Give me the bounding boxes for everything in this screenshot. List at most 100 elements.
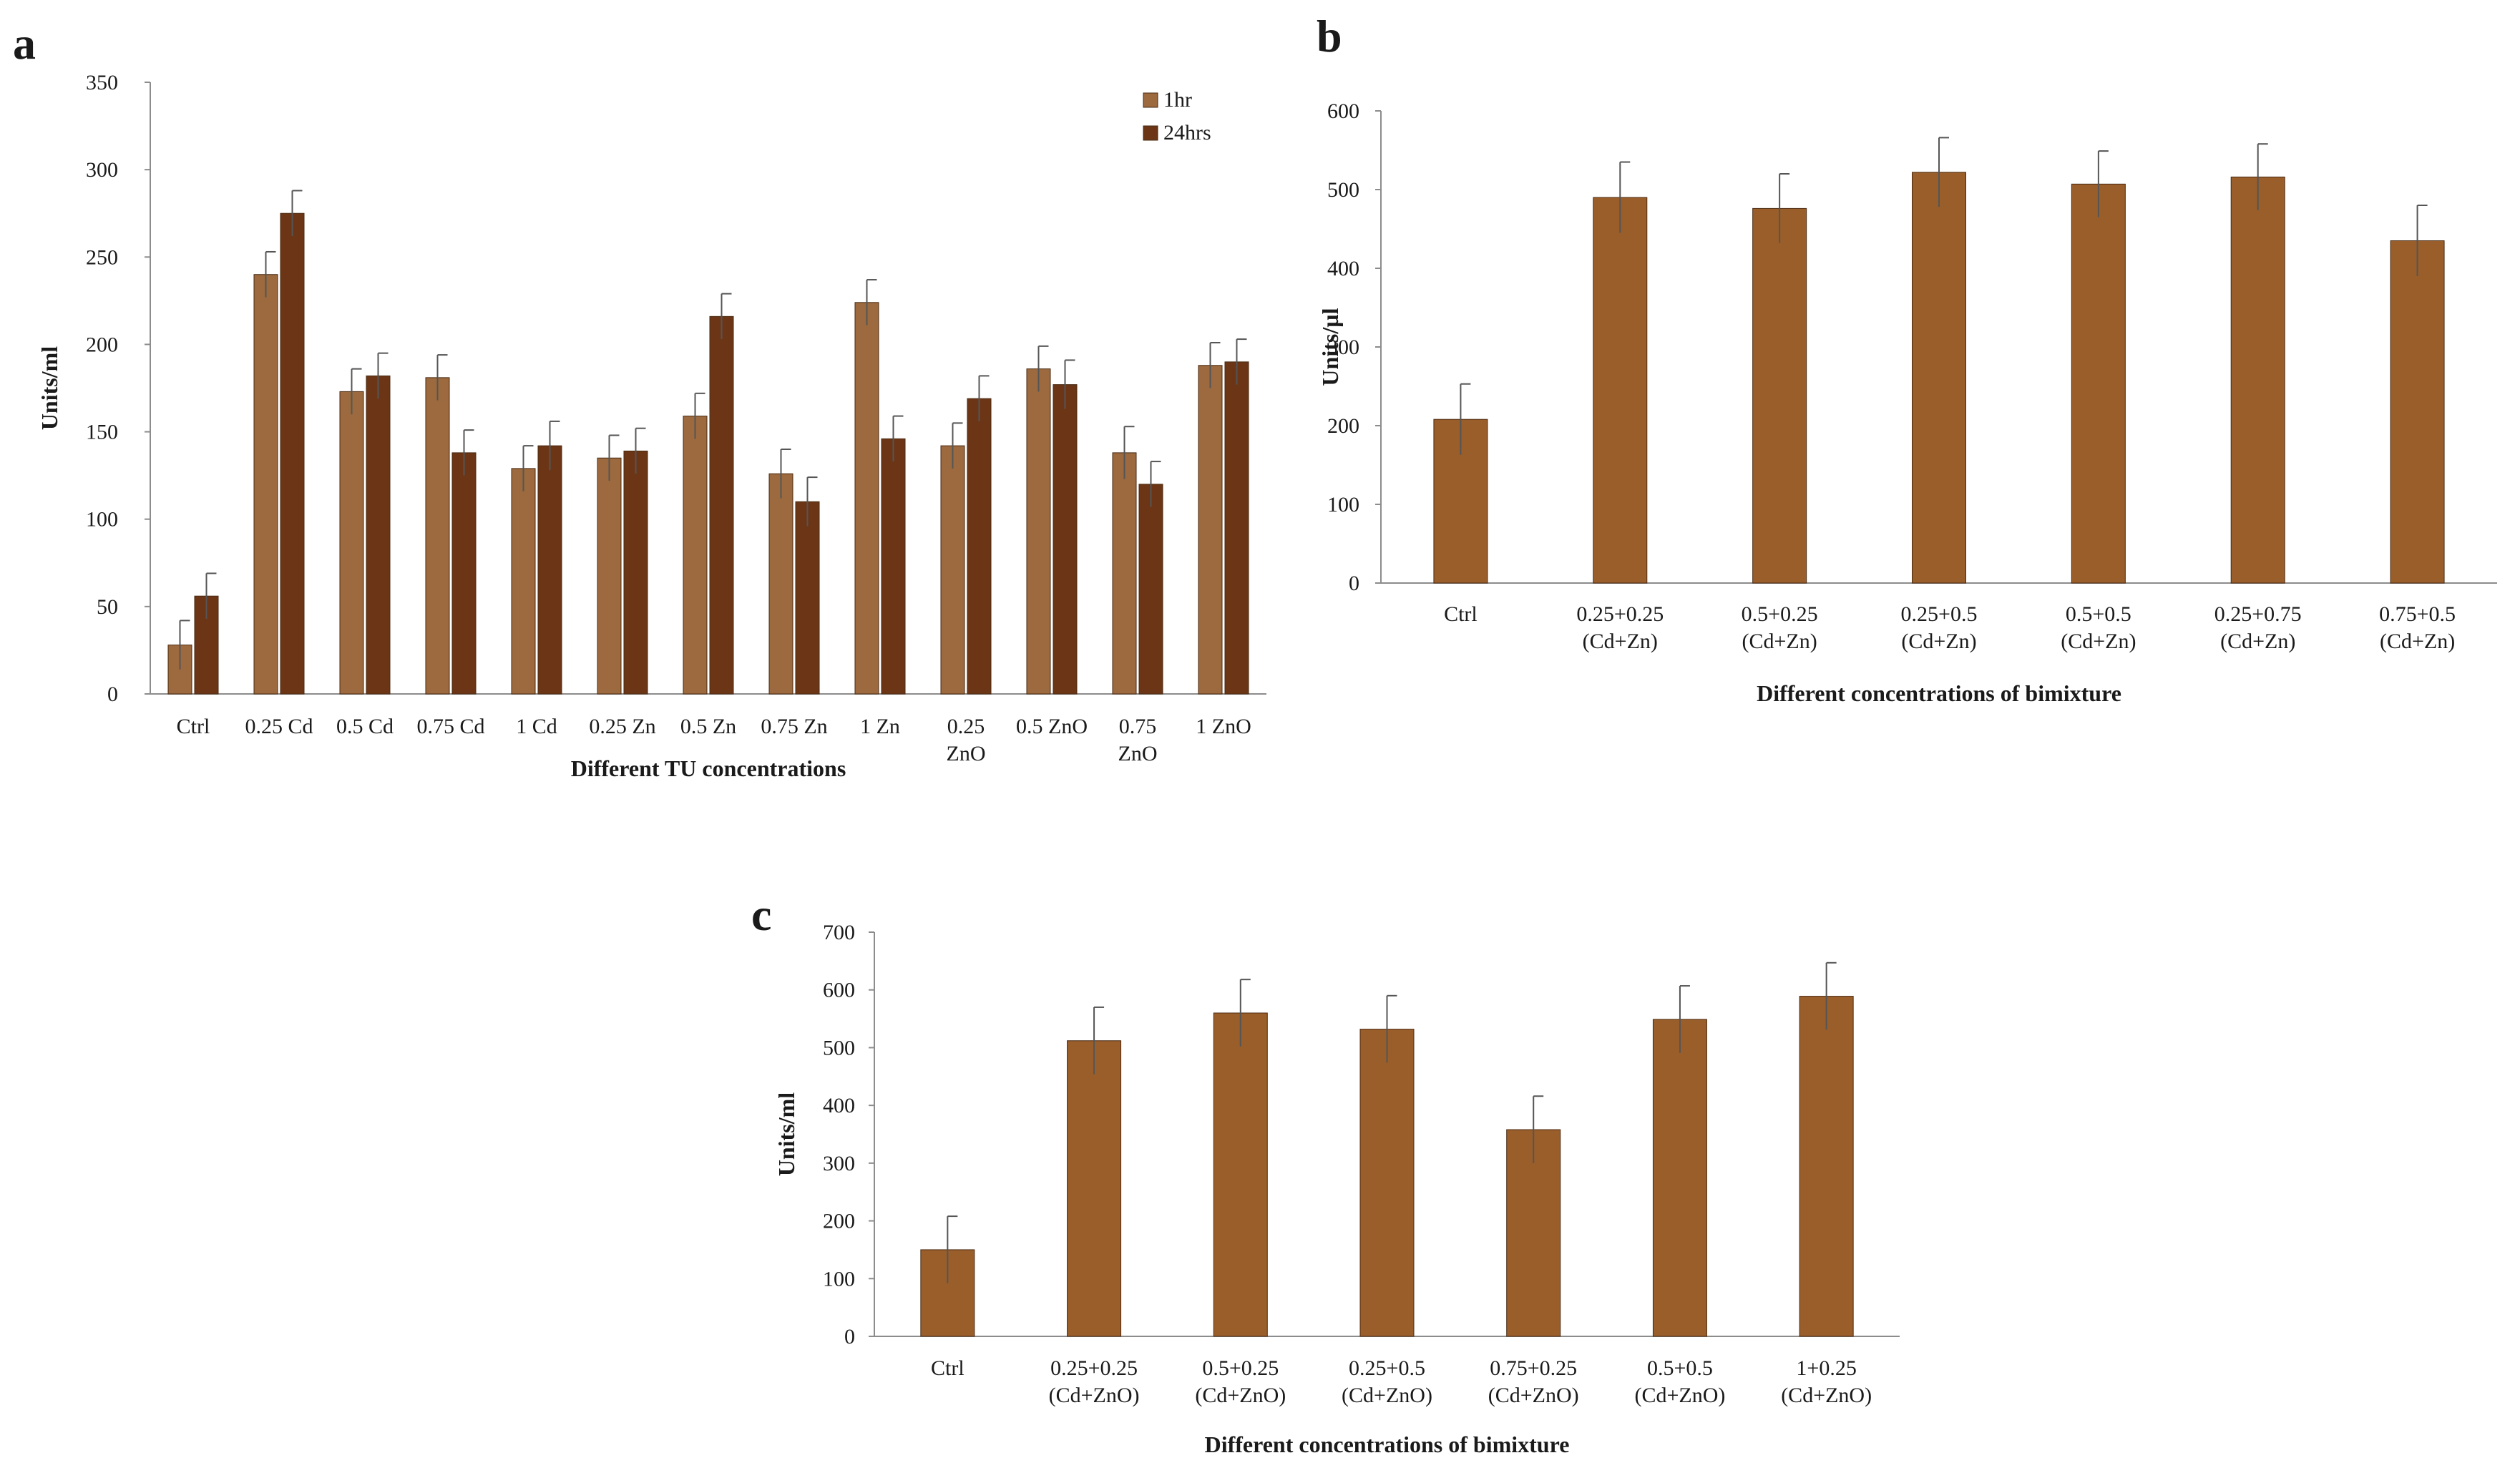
- category-label-a-11: 0.75: [1119, 715, 1157, 738]
- bar-c-cat6: [1799, 996, 1854, 1337]
- category-label-b-3: 0.25+0.5: [1901, 602, 1978, 626]
- y-tick-label: 100: [823, 1267, 855, 1291]
- bar-b-cat2: [1752, 207, 1807, 584]
- category-label-c-2-line1: (Cd+ZnO): [1195, 1384, 1286, 1407]
- bar-a-s0-cat9: [940, 445, 965, 695]
- category-label-c-5-line1: (Cd+ZnO): [1634, 1384, 1725, 1407]
- category-label-a-1: 0.25 Cd: [245, 715, 313, 738]
- bar-a-s0-cat11: [1112, 452, 1137, 695]
- category-label-b-1: 0.25+0.25: [1576, 602, 1664, 626]
- category-label-a-6: 0.5 Zn: [680, 715, 736, 738]
- bar-a-s1-cat10: [1053, 384, 1078, 695]
- bar-b-cat5: [2230, 176, 2285, 584]
- category-label-b-2-line1: (Cd+Zn): [1742, 630, 1817, 653]
- category-label-b-4: 0.5+0.5: [2066, 602, 2131, 626]
- category-label-c-1: 0.25+0.25: [1050, 1356, 1138, 1380]
- bar-a-s0-cat7: [768, 473, 793, 695]
- bar-b-cat3: [1912, 172, 1966, 584]
- bar-a-s0-cat12: [1198, 365, 1223, 695]
- y-tick-label: 250: [86, 245, 118, 269]
- y-tick-label: 150: [86, 421, 118, 444]
- y-tick-label: 300: [86, 158, 118, 182]
- x-axis-title: Different concentrations of bimixture: [1757, 680, 2121, 706]
- y-tick-label: 0: [844, 1325, 855, 1349]
- chart-panel-b: b 0 100 200 300 400 500 600 Units/µl Different c…: [1317, 11, 2497, 706]
- y-tick-label: 50: [97, 595, 118, 619]
- chart-panel-a: a 0 50 100 150 200 250 300 350 Units/ml Different…: [13, 18, 1266, 781]
- bar-a-s1-cat7: [795, 501, 820, 695]
- category-label-a-2: 0.5 Cd: [336, 715, 394, 738]
- y-tick-label: 200: [86, 333, 118, 356]
- category-label-b-6-line1: (Cd+Zn): [2380, 630, 2455, 653]
- bar-a-s0-cat2: [339, 391, 364, 695]
- bar-c-cat5: [1652, 1019, 1707, 1337]
- category-label-c-5: 0.5+0.5: [1647, 1356, 1713, 1380]
- category-label-c-6: 1+0.25: [1796, 1356, 1856, 1380]
- chart-panel-c: c 0 100 200 300 400 500 600 700 Units/ml Differen…: [751, 889, 1900, 1457]
- category-label-c-4-line1: (Cd+ZnO): [1488, 1384, 1579, 1407]
- category-label-c-6-line1: (Cd+ZnO): [1781, 1384, 1872, 1407]
- y-tick-label: 600: [823, 979, 855, 1002]
- category-label-a-10: 0.5 ZnO: [1016, 715, 1088, 738]
- bar-a-s1-cat4: [537, 445, 562, 695]
- category-label-c-1-line1: (Cd+ZnO): [1049, 1384, 1140, 1407]
- y-axis-title: Units/ml: [36, 346, 62, 430]
- category-label-b-6: 0.75+0.5: [2379, 602, 2456, 626]
- y-tick-label: 400: [823, 1094, 855, 1117]
- bar-b-cat6: [2390, 240, 2445, 584]
- bar-a-s0-cat6: [683, 416, 708, 695]
- y-tick-label: 200: [823, 1210, 855, 1233]
- legend-swatch-0: [1143, 92, 1158, 108]
- y-tick-label: 300: [823, 1152, 855, 1175]
- y-tick-label: 0: [107, 682, 118, 706]
- bar-a-s1-cat5: [623, 450, 648, 695]
- bar-a-s0-cat10: [1026, 368, 1051, 695]
- category-label-b-5: 0.25+0.75: [2214, 602, 2302, 626]
- y-tick-label: 0: [1349, 572, 1359, 595]
- category-label-b-2: 0.5+0.25: [1742, 602, 1818, 626]
- y-tick-label: 500: [823, 1036, 855, 1059]
- category-label-a-12: 1 ZnO: [1196, 715, 1251, 738]
- y-axis-title: Units/ml: [773, 1092, 799, 1176]
- bar-b-cat1: [1593, 197, 1648, 584]
- panel-a-label: a: [13, 18, 36, 69]
- y-tick-label: 700: [823, 921, 855, 944]
- category-label-b-4-line1: (Cd+Zn): [2061, 630, 2136, 653]
- legend-label-1: 24hrs: [1163, 121, 1211, 145]
- bar-a-s1-cat3: [451, 452, 477, 695]
- y-tick-label: 500: [1327, 178, 1359, 202]
- legend-label-0: 1hr: [1163, 88, 1192, 112]
- y-tick-label: 300: [1327, 336, 1359, 359]
- category-label-c-2: 0.5+0.25: [1202, 1356, 1279, 1380]
- bar-a-s1-cat2: [366, 375, 391, 695]
- bar-a-s1-cat8: [881, 438, 906, 695]
- bar-a-s0-cat4: [511, 468, 536, 695]
- bar-a-s1-cat6: [709, 315, 734, 695]
- category-label-a-4: 1 Cd: [516, 715, 557, 738]
- y-tick-label: 200: [1327, 414, 1359, 438]
- bar-a-s0-cat1: [253, 274, 278, 695]
- category-label-c-0: Ctrl: [931, 1356, 964, 1380]
- category-label-c-3-line1: (Cd+ZnO): [1342, 1384, 1432, 1407]
- category-label-a-9-line1: ZnO: [947, 742, 986, 765]
- y-tick-label: 350: [86, 71, 118, 94]
- bar-c-cat3: [1359, 1029, 1415, 1337]
- category-label-a-0: Ctrl: [177, 715, 210, 738]
- category-label-a-5: 0.25 Zn: [589, 715, 655, 738]
- bar-c-cat1: [1067, 1040, 1122, 1337]
- bar-c-cat2: [1213, 1012, 1268, 1337]
- y-tick-label: 400: [1327, 257, 1359, 280]
- bar-a-s1-cat1: [280, 212, 305, 695]
- category-label-a-9: 0.25: [947, 715, 985, 738]
- bar-a-s1-cat9: [967, 398, 992, 695]
- category-label-b-5-line1: (Cd+Zn): [2220, 630, 2295, 653]
- y-axis-title: Units/µl: [1317, 308, 1343, 386]
- bar-a-s1-cat12: [1224, 361, 1249, 695]
- x-axis-title: Different concentrations of bimixture: [1205, 1431, 1570, 1457]
- bar-b-cat4: [2071, 183, 2126, 584]
- legend-swatch-1: [1143, 125, 1158, 141]
- category-label-c-4: 0.75+0.25: [1490, 1356, 1577, 1380]
- y-tick-label: 100: [1327, 493, 1359, 517]
- bar-a-s0-cat5: [597, 457, 622, 695]
